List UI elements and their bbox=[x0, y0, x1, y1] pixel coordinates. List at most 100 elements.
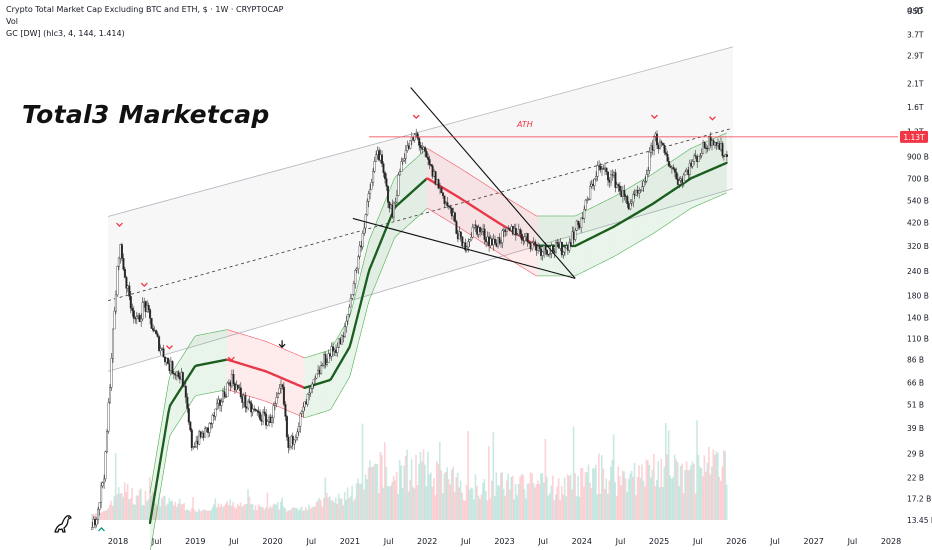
gc-upper-segment bbox=[499, 193, 502, 195]
volume-bar bbox=[210, 510, 212, 520]
gc-upper-segment bbox=[275, 345, 277, 347]
volume-bar bbox=[367, 467, 370, 520]
gc-upper-segment bbox=[616, 193, 619, 196]
gc-upper-segment bbox=[366, 244, 369, 252]
candle-body bbox=[648, 151, 651, 171]
gc-lower-segment bbox=[592, 266, 594, 268]
candle-body bbox=[480, 231, 483, 233]
gc-upper-segment bbox=[681, 153, 684, 155]
volume-bar bbox=[629, 473, 631, 520]
candle-body bbox=[259, 412, 262, 420]
gc-lower-segment bbox=[349, 372, 352, 378]
gc-lower-segment bbox=[338, 393, 341, 397]
volume-bar bbox=[458, 487, 460, 520]
volume-bar bbox=[321, 506, 324, 520]
y-tick-label: 180 B bbox=[907, 292, 929, 301]
volume-bar bbox=[329, 496, 331, 520]
volume-bar bbox=[126, 484, 129, 520]
x-tick-label: 2023 bbox=[494, 537, 514, 546]
gc-upper-segment bbox=[188, 343, 191, 347]
volume-legend[interactable]: Vol bbox=[6, 17, 18, 26]
gc-upper-segment bbox=[375, 220, 378, 225]
gc-lower-segment bbox=[681, 213, 684, 215]
volume-bar bbox=[165, 505, 168, 520]
volume-bar bbox=[172, 505, 175, 520]
candle-body bbox=[336, 347, 339, 353]
y-tick-label: 110 B bbox=[907, 334, 929, 343]
volume-bar bbox=[560, 486, 563, 520]
gc-upper-segment bbox=[193, 336, 196, 340]
volume-bar bbox=[459, 480, 462, 520]
gc-upper-segment bbox=[491, 188, 494, 190]
gc-lower-segment bbox=[290, 411, 293, 413]
candle-body bbox=[617, 184, 620, 187]
candle-body bbox=[562, 252, 565, 256]
gc-lower-segment bbox=[346, 379, 349, 383]
volume-bar bbox=[256, 510, 258, 520]
gc-upper-segment bbox=[604, 200, 607, 202]
gc-midline-segment bbox=[164, 420, 169, 432]
gc-upper-segment bbox=[516, 203, 519, 205]
gc-midline-segment bbox=[165, 410, 170, 423]
gc-lower-segment bbox=[531, 272, 534, 275]
gc-upper-segment bbox=[689, 148, 692, 150]
gc-upper-segment bbox=[271, 343, 274, 345]
gc-upper-segment bbox=[292, 352, 294, 354]
gc-upper-segment bbox=[411, 161, 413, 163]
gc-lower-segment bbox=[684, 211, 687, 213]
top-marker bbox=[650, 114, 658, 120]
indicator-legend[interactable]: GC [DW] (hlc3, 4, 144, 1.414) bbox=[6, 29, 125, 38]
gc-upper-segment bbox=[595, 204, 597, 207]
candle-body bbox=[100, 485, 103, 503]
candle-body bbox=[409, 140, 412, 149]
volume-bar bbox=[421, 461, 423, 520]
gc-upper-segment bbox=[180, 355, 183, 359]
candle-body bbox=[123, 269, 126, 278]
volume-bar bbox=[326, 492, 328, 520]
candle-body bbox=[398, 171, 401, 176]
volume-bar bbox=[242, 505, 245, 520]
volume-bar bbox=[523, 489, 526, 520]
gc-lower-segment bbox=[534, 274, 537, 277]
candle-body bbox=[446, 202, 449, 207]
gc-upper-segment bbox=[336, 335, 339, 339]
gc-lower-segment bbox=[621, 250, 624, 253]
volume-bar bbox=[557, 478, 560, 520]
gc-upper-segment bbox=[517, 204, 520, 206]
gc-lower-segment bbox=[358, 335, 361, 342]
gc-lower-segment bbox=[364, 310, 367, 318]
volume-bar bbox=[500, 473, 502, 520]
gc-upper-segment bbox=[706, 140, 709, 142]
candle-body bbox=[288, 445, 291, 448]
volume-bar bbox=[537, 480, 539, 520]
volume-bar bbox=[445, 471, 447, 520]
candle-body bbox=[248, 400, 251, 404]
gc-lower-segment bbox=[721, 193, 724, 196]
gc-lower-segment bbox=[398, 232, 401, 234]
volume-bar bbox=[401, 487, 404, 520]
gc-lower-segment bbox=[383, 261, 386, 266]
candle-body bbox=[340, 335, 343, 345]
volume-bar bbox=[453, 491, 456, 520]
volume-bar bbox=[376, 464, 379, 520]
volume-bar bbox=[430, 472, 432, 520]
candle-body bbox=[108, 387, 111, 403]
volume-bar bbox=[437, 463, 440, 520]
gc-upper-segment bbox=[578, 213, 580, 215]
gc-upper-segment bbox=[445, 158, 447, 161]
gc-lower-segment bbox=[533, 273, 536, 276]
gc-upper-segment bbox=[367, 239, 370, 245]
gc-upper-segment bbox=[514, 202, 517, 204]
gc-upper-segment bbox=[599, 202, 602, 204]
gc-upper-segment bbox=[432, 151, 435, 153]
candle-body bbox=[296, 431, 299, 438]
volume-bar bbox=[98, 513, 101, 520]
gc-lower-segment bbox=[474, 237, 477, 239]
volume-bar bbox=[480, 494, 483, 520]
candle-body bbox=[461, 236, 464, 247]
gc-lower-segment bbox=[356, 341, 359, 348]
candle-body bbox=[413, 134, 416, 141]
volume-bar bbox=[431, 486, 434, 520]
gc-lower-segment bbox=[659, 227, 662, 230]
